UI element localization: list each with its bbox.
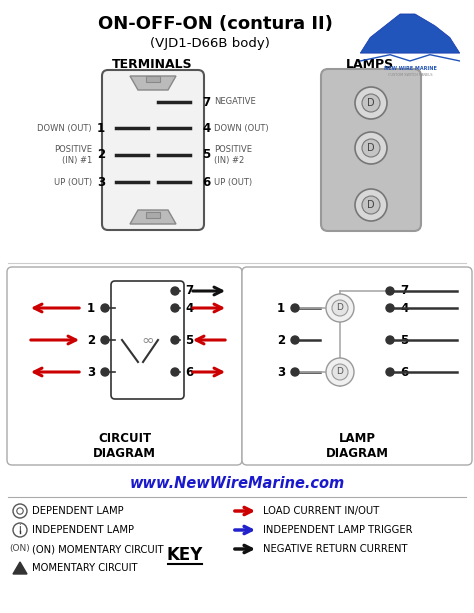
Circle shape <box>355 132 387 164</box>
Circle shape <box>171 304 179 312</box>
Text: ∞: ∞ <box>141 332 154 348</box>
Text: D: D <box>367 200 375 210</box>
Text: TERMINALS: TERMINALS <box>112 58 192 72</box>
Text: DOWN (OUT): DOWN (OUT) <box>37 123 92 132</box>
Text: 3: 3 <box>277 365 285 378</box>
Text: UP (OUT): UP (OUT) <box>214 178 252 186</box>
Circle shape <box>13 504 27 518</box>
Circle shape <box>17 508 23 514</box>
Circle shape <box>332 364 348 380</box>
Circle shape <box>355 87 387 119</box>
Text: 6: 6 <box>185 365 193 378</box>
Circle shape <box>101 304 109 312</box>
Text: 4: 4 <box>202 121 210 134</box>
Text: 5: 5 <box>400 333 408 346</box>
Text: CIRCUIT
DIAGRAM: CIRCUIT DIAGRAM <box>93 432 156 460</box>
Circle shape <box>332 300 348 316</box>
Polygon shape <box>13 562 27 574</box>
Text: D: D <box>367 143 375 153</box>
Text: 1: 1 <box>87 302 95 314</box>
Text: D: D <box>367 98 375 108</box>
Text: 1: 1 <box>277 302 285 314</box>
Circle shape <box>291 304 299 312</box>
Text: 7: 7 <box>202 96 210 109</box>
Circle shape <box>171 368 179 376</box>
Text: CUSTOM SWITCH PANELS: CUSTOM SWITCH PANELS <box>388 73 432 77</box>
Polygon shape <box>360 14 460 53</box>
Text: INDEPENDENT LAMP TRIGGER: INDEPENDENT LAMP TRIGGER <box>263 525 412 535</box>
Text: (ON) MOMENTARY CIRCUIT: (ON) MOMENTARY CIRCUIT <box>32 544 164 554</box>
Polygon shape <box>130 76 176 90</box>
Text: 7: 7 <box>400 284 408 297</box>
Text: KEY: KEY <box>167 546 203 564</box>
Text: UP (OUT): UP (OUT) <box>54 178 92 186</box>
Circle shape <box>386 336 394 344</box>
Text: 4: 4 <box>400 302 408 314</box>
Text: (ON): (ON) <box>9 544 30 554</box>
Circle shape <box>171 336 179 344</box>
Text: 3: 3 <box>87 365 95 378</box>
Circle shape <box>326 294 354 322</box>
Text: NEGATIVE: NEGATIVE <box>214 97 256 107</box>
Text: 7: 7 <box>185 284 193 297</box>
Circle shape <box>362 139 380 157</box>
Text: POSITIVE
(IN) #1: POSITIVE (IN) #1 <box>54 145 92 165</box>
Circle shape <box>101 368 109 376</box>
Text: 2: 2 <box>277 333 285 346</box>
Circle shape <box>386 368 394 376</box>
Text: LAMPS: LAMPS <box>346 58 394 72</box>
FancyBboxPatch shape <box>7 267 242 465</box>
Bar <box>146 76 160 82</box>
Text: LAMP
DIAGRAM: LAMP DIAGRAM <box>326 432 389 460</box>
Text: DEPENDENT LAMP: DEPENDENT LAMP <box>32 506 124 516</box>
Text: 4: 4 <box>185 302 193 314</box>
Text: LOAD CURRENT IN/OUT: LOAD CURRENT IN/OUT <box>263 506 379 516</box>
Text: i: i <box>18 524 21 534</box>
FancyBboxPatch shape <box>102 70 204 230</box>
Text: NEW WIRE MARINE: NEW WIRE MARINE <box>383 66 437 71</box>
Text: 6: 6 <box>400 365 408 378</box>
FancyBboxPatch shape <box>111 281 184 399</box>
Text: 2: 2 <box>87 333 95 346</box>
Circle shape <box>291 336 299 344</box>
Text: INDEPENDENT LAMP: INDEPENDENT LAMP <box>32 525 134 535</box>
Text: NEGATIVE RETURN CURRENT: NEGATIVE RETURN CURRENT <box>263 544 408 554</box>
Polygon shape <box>130 210 176 224</box>
Text: 3: 3 <box>97 175 105 189</box>
Circle shape <box>355 189 387 221</box>
Text: D: D <box>337 368 344 376</box>
Text: 1: 1 <box>97 121 105 134</box>
Circle shape <box>326 358 354 386</box>
Circle shape <box>362 196 380 214</box>
Text: 5: 5 <box>202 148 210 161</box>
Text: MOMENTARY CIRCUIT: MOMENTARY CIRCUIT <box>32 563 137 573</box>
Circle shape <box>386 304 394 312</box>
Text: 5: 5 <box>185 333 193 346</box>
Circle shape <box>291 368 299 376</box>
Text: D: D <box>337 303 344 313</box>
Circle shape <box>13 523 27 537</box>
Text: DOWN (OUT): DOWN (OUT) <box>214 123 269 132</box>
Circle shape <box>386 287 394 295</box>
Text: www.NewWireMarine.com: www.NewWireMarine.com <box>129 476 345 492</box>
Bar <box>146 212 160 218</box>
Circle shape <box>362 94 380 112</box>
Text: 2: 2 <box>97 148 105 161</box>
Text: ON-OFF-ON (contura II): ON-OFF-ON (contura II) <box>98 15 332 33</box>
Circle shape <box>101 336 109 344</box>
FancyBboxPatch shape <box>242 267 472 465</box>
FancyBboxPatch shape <box>321 69 421 231</box>
Text: (VJD1-D66B body): (VJD1-D66B body) <box>150 37 270 50</box>
Text: 6: 6 <box>202 175 210 189</box>
Text: POSITIVE
(IN) #2: POSITIVE (IN) #2 <box>214 145 252 165</box>
Circle shape <box>171 287 179 295</box>
